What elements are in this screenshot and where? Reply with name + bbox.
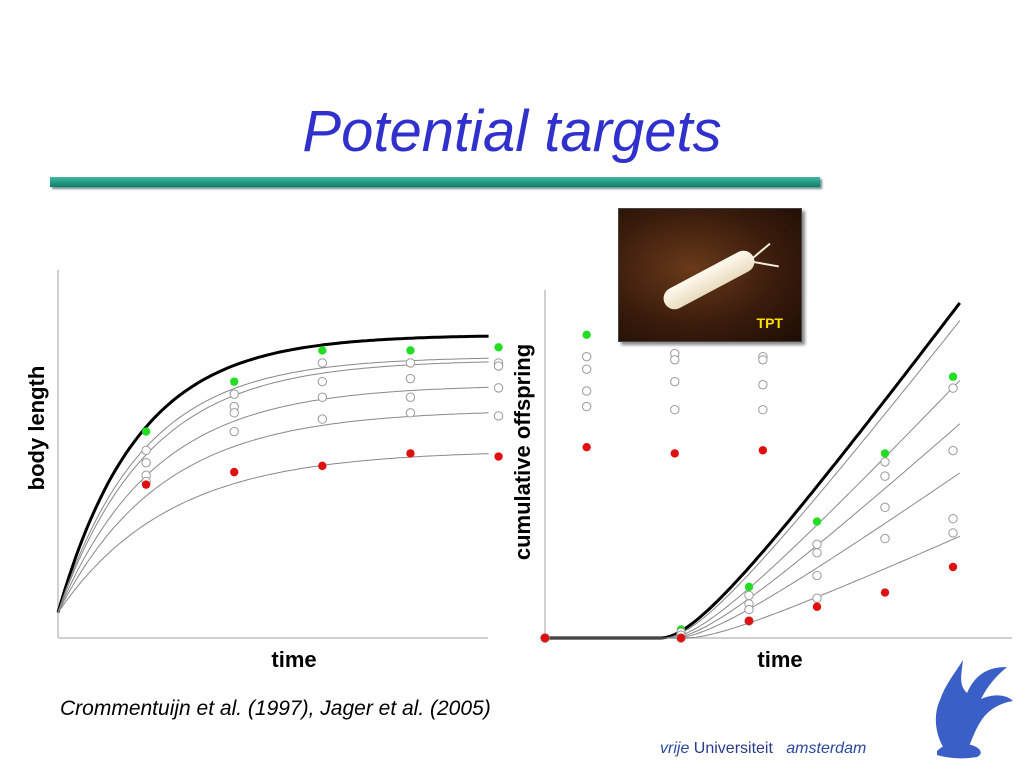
offspring-curve-line <box>545 380 961 639</box>
data-point <box>812 570 822 581</box>
university-footer: vrije Universiteit amsterdam <box>660 740 866 758</box>
data-point <box>812 602 822 611</box>
title-underline <box>50 177 820 187</box>
antenna-icon <box>751 260 779 268</box>
data-point <box>581 401 592 412</box>
left-x-axis-label: time <box>271 647 316 672</box>
data-point <box>880 533 890 544</box>
data-point <box>141 427 151 436</box>
data-point <box>948 372 958 381</box>
data-point <box>582 442 591 452</box>
data-point <box>812 548 822 558</box>
data-point <box>317 358 328 368</box>
data-point <box>230 467 239 477</box>
offspring-curve-line <box>545 472 961 639</box>
springtail-photo: TPT <box>618 208 802 342</box>
data-point <box>758 405 768 415</box>
data-point <box>493 361 504 371</box>
data-point <box>948 514 958 524</box>
data-point <box>670 449 679 458</box>
data-point <box>676 633 686 643</box>
data-point <box>948 528 958 538</box>
data-point <box>405 392 416 402</box>
data-point <box>670 405 680 415</box>
right-y-axis-label: cumulative offspring <box>510 344 535 560</box>
data-point <box>230 377 239 386</box>
data-point <box>948 383 958 393</box>
data-point <box>880 588 890 597</box>
data-point <box>880 449 890 458</box>
data-point <box>758 380 768 390</box>
growth-curve-line <box>57 412 489 613</box>
growth-curve-line <box>57 361 489 613</box>
data-point <box>581 386 592 396</box>
springtail-body <box>659 246 759 314</box>
data-point <box>758 355 768 365</box>
data-point <box>880 502 890 513</box>
footer-amsterdam: amsterdam <box>786 740 867 757</box>
data-point <box>317 392 328 402</box>
data-point <box>141 458 151 468</box>
citation: Crommentuijn et al. (1997), Jager et al.… <box>60 697 491 720</box>
data-point <box>317 376 328 387</box>
data-point <box>229 389 239 399</box>
data-point <box>744 582 754 592</box>
data-point <box>670 355 680 365</box>
left-data-points <box>141 330 768 489</box>
left-y-axis-label: body length <box>24 366 49 491</box>
data-point <box>141 445 151 455</box>
data-point <box>317 414 328 424</box>
data-point <box>948 445 958 456</box>
growth-curve-line <box>57 357 489 613</box>
data-point <box>494 452 503 461</box>
data-point <box>582 330 591 340</box>
left-fit-curves <box>56 334 489 613</box>
growth-curve-line <box>56 334 489 613</box>
data-point <box>229 426 239 437</box>
data-point <box>581 364 592 374</box>
data-point <box>405 408 416 418</box>
data-point <box>318 346 327 355</box>
offspring-curve-line <box>545 320 961 639</box>
data-point <box>948 562 958 572</box>
data-point <box>670 376 680 387</box>
data-point <box>812 593 822 603</box>
data-point <box>318 461 327 471</box>
data-point <box>405 373 416 384</box>
photo-label: TPT <box>756 315 783 331</box>
growth-curve-line <box>57 453 489 613</box>
data-point <box>405 358 416 368</box>
page-title: Potential targets <box>302 99 722 164</box>
data-point <box>540 633 550 643</box>
data-point <box>744 604 754 615</box>
griffin-logo-icon <box>935 660 1013 759</box>
data-point <box>744 590 754 601</box>
data-point <box>493 411 504 421</box>
footer-vrije: vrije <box>660 740 690 757</box>
antenna-icon <box>749 242 771 262</box>
data-point <box>880 471 890 481</box>
data-point <box>406 346 415 355</box>
right-x-axis-label: time <box>757 647 802 672</box>
data-point <box>812 539 822 549</box>
data-point <box>229 408 239 418</box>
data-point <box>812 517 822 526</box>
footer-universiteit: Universiteit <box>693 740 773 757</box>
data-point <box>406 449 415 458</box>
right-data-points <box>540 372 958 643</box>
data-point <box>581 351 592 362</box>
data-point <box>141 480 151 489</box>
growth-curve-line <box>57 386 489 613</box>
data-point <box>758 446 768 455</box>
data-point <box>494 343 503 352</box>
data-point <box>744 616 754 626</box>
data-point <box>880 457 890 467</box>
data-point <box>493 383 504 393</box>
